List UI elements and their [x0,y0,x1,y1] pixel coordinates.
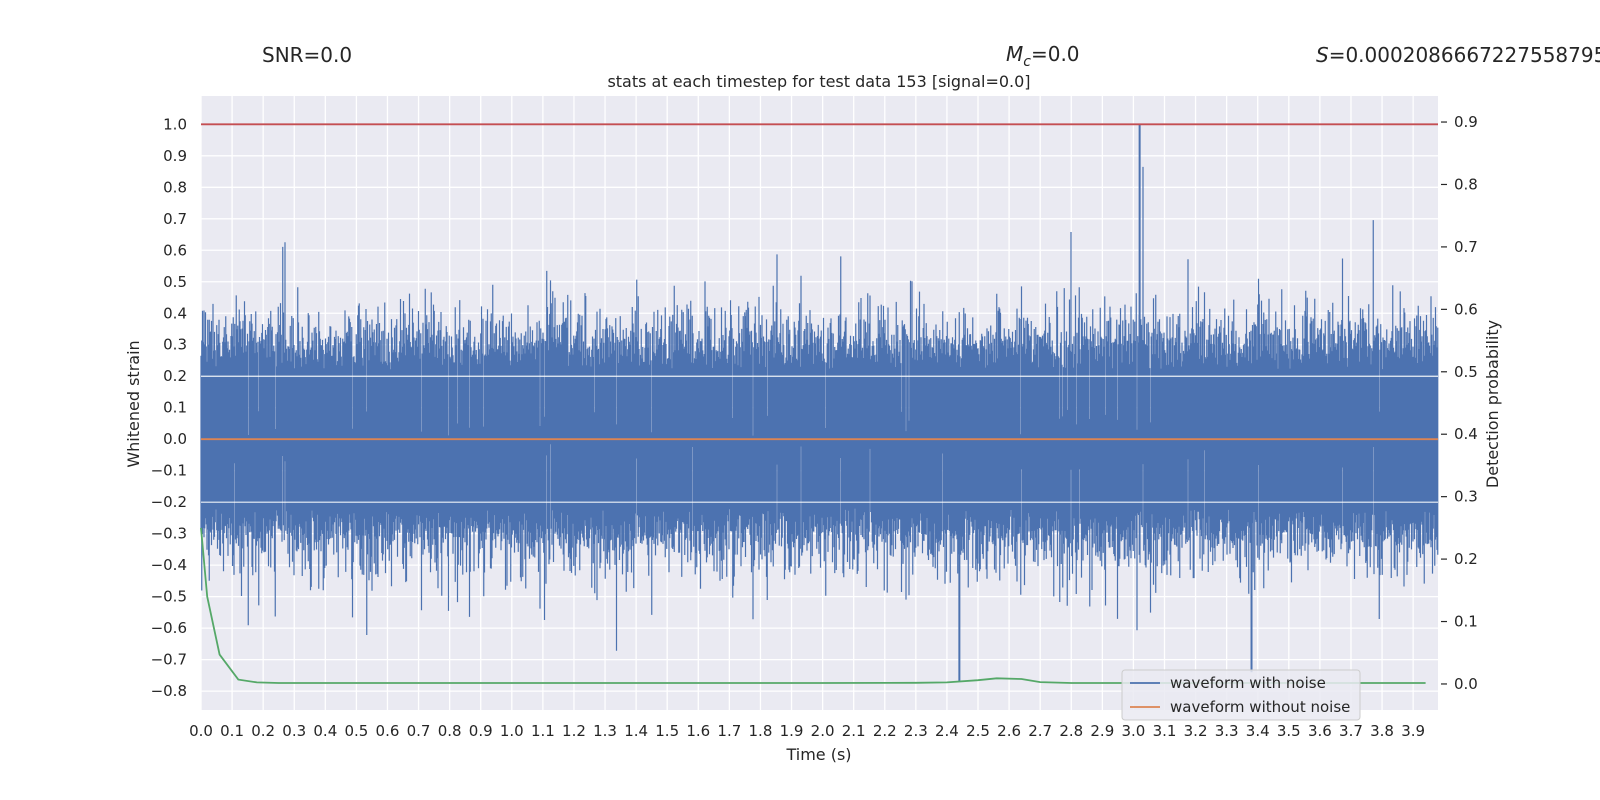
chirp-mass-value: =0.0 [1031,42,1080,66]
y-tick-label: 0.1 [163,399,187,417]
x-tick-label: 2.7 [1028,722,1052,740]
y2-tick-label: 0.3 [1454,488,1478,506]
x-tick-label: 3.7 [1339,722,1363,740]
s-symbol: S [1316,43,1329,67]
noise-layer [200,124,1439,682]
y-tick-label: 0.6 [163,241,187,259]
x-tick-label: 2.0 [811,722,835,740]
x-tick-label: 0.5 [344,722,368,740]
y-tick-label: 0.2 [163,367,187,385]
x-tick-label: 1.3 [593,722,617,740]
x-tick-label: 0.0 [189,722,213,740]
x-tick-label: 2.6 [997,722,1021,740]
y-tick-label: −0.7 [151,651,187,669]
x-tick-label: 0.9 [469,722,493,740]
x-tick-label: 1.0 [500,722,524,740]
y-tick-label: 1.0 [163,115,187,133]
x-tick-label: 0.2 [251,722,275,740]
y-tick-label: 0.3 [163,336,187,354]
x-tick-label: 0.8 [438,722,462,740]
chirp-mass-label: Mc=0.0 [1006,42,1080,70]
x-tick-label: 2.9 [1090,722,1114,740]
s-value: =0.00020866672275587959 [1329,43,1600,67]
x-tick-label: 2.2 [873,722,897,740]
x-tick-label: 2.5 [966,722,990,740]
x-tick-label: 1.4 [624,722,648,740]
x-tick-label: 3.0 [1121,722,1145,740]
x-tick-label: 2.1 [842,722,866,740]
y2-tick-label: 0.4 [1454,425,1478,443]
y-tick-label: 0.8 [163,178,187,196]
x-tick-label: 0.4 [313,722,337,740]
x-tick-label: 3.9 [1401,722,1425,740]
y-tick-label: 0.9 [163,147,187,165]
y2-tick-label: 0.7 [1454,238,1478,256]
chart-title: stats at each timestep for test data 153… [607,72,1030,91]
y2-tick-label: 0.9 [1454,113,1478,131]
y-tick-label: 0.0 [163,430,187,448]
detection-probability-line [200,527,1426,684]
tick-layer: 0.0 0.1 0.2 0.3 0.4 0.5 0.6 0.7 0.8 0.9 1.0 1.1 1.2 1… [151,113,1478,740]
s-value-label: S=0.00020866672275587959 [1316,43,1600,67]
legend: waveform with noise waveform without nois… [1121,669,1361,721]
y-tick-label: −0.3 [151,525,187,543]
x-tick-label: 0.7 [407,722,431,740]
x-tick-label: 3.4 [1246,722,1270,740]
x-axis-label: Time (s) [785,745,851,764]
chirp-mass-symbol: M [1006,42,1023,66]
x-tick-label: 0.3 [282,722,306,740]
x-tick-label: 2.4 [935,722,959,740]
snr-label: SNR=0.0 [262,43,352,67]
chirp-mass-subscript: c [1023,54,1031,70]
y2-tick-label: 0.0 [1454,675,1478,693]
legend-label: waveform with noise [1170,674,1326,692]
y-tick-label: −0.1 [151,462,187,480]
y-tick-label: −0.2 [151,493,187,511]
y-tick-label: 0.4 [163,304,187,322]
y-tick-label: −0.8 [151,682,187,700]
x-tick-label: 3.8 [1370,722,1394,740]
y2-tick-label: 0.1 [1454,613,1478,631]
y2-tick-label: 0.6 [1454,300,1478,318]
y-tick-label: −0.5 [151,588,187,606]
y-tick-label: 0.5 [163,273,187,291]
noise-waveform-series [200,166,1439,651]
x-tick-label: 0.6 [376,722,400,740]
x-tick-label: 0.1 [220,722,244,740]
x-tick-label: 1.8 [749,722,773,740]
y2-axis-label: Detection probability [1483,320,1502,488]
y-tick-label: −0.6 [151,619,187,637]
y-tick-label: 0.7 [163,210,187,228]
x-tick-label: 2.3 [904,722,928,740]
x-tick-label: 1.7 [717,722,741,740]
y2-tick-label: 0.8 [1454,175,1478,193]
x-tick-label: 3.6 [1308,722,1332,740]
x-tick-label: 1.2 [562,722,586,740]
y2-tick-label: 0.5 [1454,363,1478,381]
x-tick-label: 1.5 [655,722,679,740]
legend-label: waveform without noise [1170,698,1350,716]
x-tick-label: 3.3 [1215,722,1239,740]
y-axis-label: Whitened strain [124,340,143,467]
x-tick-label: 1.1 [531,722,555,740]
y2-tick-label: 0.2 [1454,550,1478,568]
x-tick-label: 2.8 [1059,722,1083,740]
legend-box [1121,669,1361,721]
y-tick-label: −0.4 [151,556,187,574]
x-tick-label: 3.5 [1277,722,1301,740]
x-tick-label: 3.2 [1184,722,1208,740]
line-layer [200,123,1438,684]
x-tick-label: 1.9 [780,722,804,740]
x-tick-label: 1.6 [686,722,710,740]
x-tick-label: 3.1 [1153,722,1177,740]
